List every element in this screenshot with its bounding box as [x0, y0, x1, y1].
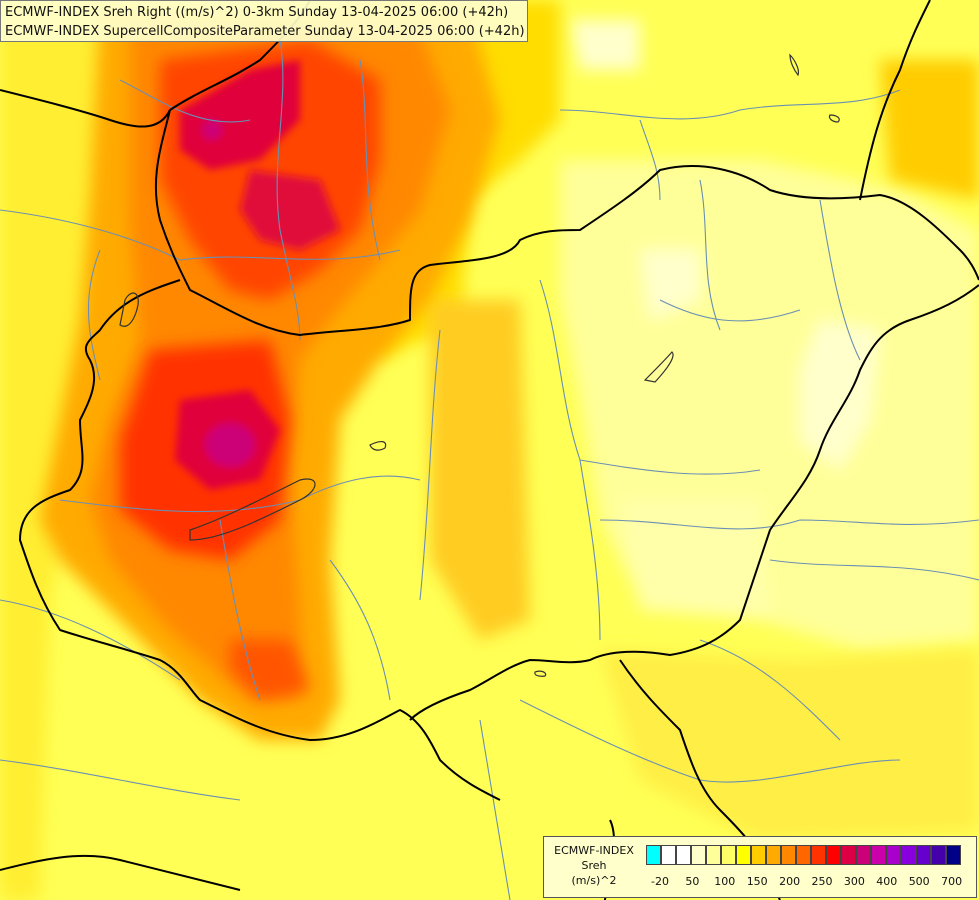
legend-swatch — [661, 845, 676, 865]
legend-swatch — [706, 845, 721, 865]
color-legend: ECMWF-INDEX Sreh (m/s)^2 -20 50 100 150 200 2… — [543, 836, 977, 898]
legend-tick-label: 250 — [811, 875, 833, 888]
title-line-1: ECMWF-INDEX Sreh Right ((m/s)^2) 0-3km S… — [5, 5, 509, 20]
legend-swatch — [796, 845, 811, 865]
legend-swatch — [916, 845, 931, 865]
legend-tick-label: 150 — [746, 875, 768, 888]
legend-tick-label: 50 — [685, 875, 700, 888]
legend-label: ECMWF-INDEX Sreh (m/s)^2 — [544, 843, 644, 888]
region-borders — [0, 39, 979, 900]
legend-swatch — [856, 845, 871, 865]
legend-swatch — [811, 845, 826, 865]
legend-tick-label: 300 — [843, 875, 865, 888]
legend-swatch — [841, 845, 856, 865]
legend-swatch — [931, 845, 946, 865]
lake-tisza — [643, 351, 674, 383]
legend-swatch — [646, 845, 661, 865]
legend-swatch — [901, 845, 916, 865]
title-line-2: ECMWF-INDEX SupercellCompositeParameter … — [5, 24, 525, 39]
lakes — [119, 53, 840, 677]
legend-swatch — [781, 845, 796, 865]
legend-model: ECMWF-INDEX — [554, 844, 634, 857]
legend-tick-label: 200 — [779, 875, 801, 888]
field-pale-east — [560, 20, 979, 650]
legend-tick-label: 500 — [908, 875, 930, 888]
legend-swatch — [736, 845, 751, 865]
legend-swatch — [676, 845, 691, 865]
legend-tick-label: 700 — [941, 875, 963, 888]
legend-swatch — [826, 845, 841, 865]
legend-ticks: -20 50 100 150 200 250 300 400 500 700 — [646, 875, 976, 891]
legend-tick-label: 400 — [876, 875, 898, 888]
legend-tick-label: -20 — [651, 875, 669, 888]
legend-swatch — [691, 845, 706, 865]
lake-velence — [369, 441, 387, 451]
legend-swatch — [766, 845, 781, 865]
legend-tick-label: 100 — [714, 875, 736, 888]
map-title-box: ECMWF-INDEX Sreh Right ((m/s)^2) 0-3km S… — [0, 0, 528, 42]
legend-swatch — [886, 845, 901, 865]
lake-balaton — [189, 478, 316, 541]
legend-swatches — [646, 845, 961, 865]
lake-neusiedl — [119, 292, 139, 327]
legend-swatch — [871, 845, 886, 865]
legend-parameter: Sreh — [581, 859, 607, 872]
legend-swatch — [721, 845, 736, 865]
field-crimson — [175, 60, 340, 490]
legend-unit: (m/s)^2 — [571, 874, 617, 887]
legend-swatch — [751, 845, 766, 865]
legend-swatch — [946, 845, 961, 865]
